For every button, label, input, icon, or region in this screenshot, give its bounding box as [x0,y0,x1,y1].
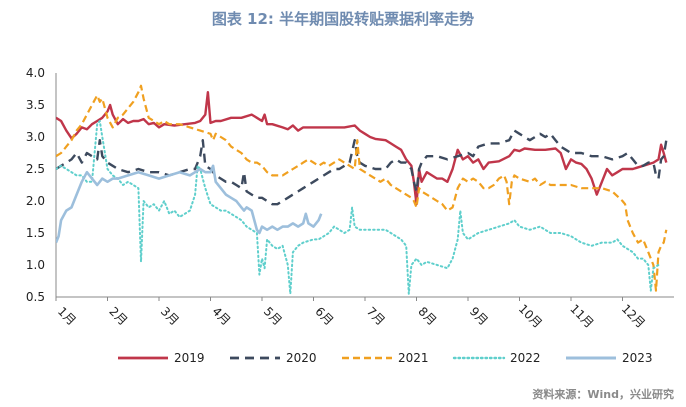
series-line-2019 [56,91,668,206]
x-tick-label: 3月 [158,304,182,328]
y-tick-label: 2.0 [26,194,45,208]
chart-axes: 0.5 1.0 1.5 2.0 2.5 3.0 3.5 4.0 1月 2月 3月 4月 5月 6月 7月 8月… [26,66,674,331]
chart-legend: 2019 2020 2021 2022 2023 [118,351,653,365]
x-tick-label: 4月 [209,304,233,328]
series-line-2023 [56,164,323,244]
legend-label-2021: 2021 [398,351,429,365]
x-tick-label: 2月 [106,304,130,328]
x-tick-label: 9月 [467,304,491,328]
y-tick-label: 3.5 [26,98,45,112]
chart-title: 图表 12: 半年期国股转贴票据利率走势 [211,10,475,28]
y-tick-label: 0.5 [26,290,45,304]
x-tick-label: 1月 [55,304,79,328]
x-tick-label: 6月 [312,304,336,328]
series-line-2020 [56,129,668,206]
x-tick-label: 5月 [261,304,285,328]
x-tick-label: 11月 [567,302,596,331]
legend-label-2020: 2020 [286,351,317,365]
y-tick-label: 3.0 [26,130,45,144]
x-tick-label: 7月 [364,304,388,328]
y-tick-label: 1.0 [26,258,45,272]
series-layer [56,84,668,295]
legend-label-2022: 2022 [510,351,541,365]
series-line-2021 [56,84,668,292]
y-tick-label: 1.5 [26,226,45,240]
legend-label-2023: 2023 [622,351,653,365]
legend-label-2019: 2019 [174,351,205,365]
source-note: 资料来源：Wind，兴业研究 [532,388,674,401]
y-tick-label: 4.0 [26,66,45,80]
x-tick-label: 12月 [619,302,648,331]
series-line-2022 [56,120,660,295]
x-tick-label: 8月 [415,304,439,328]
y-tick-label: 2.5 [26,162,45,176]
x-tick-label: 10月 [516,302,545,331]
